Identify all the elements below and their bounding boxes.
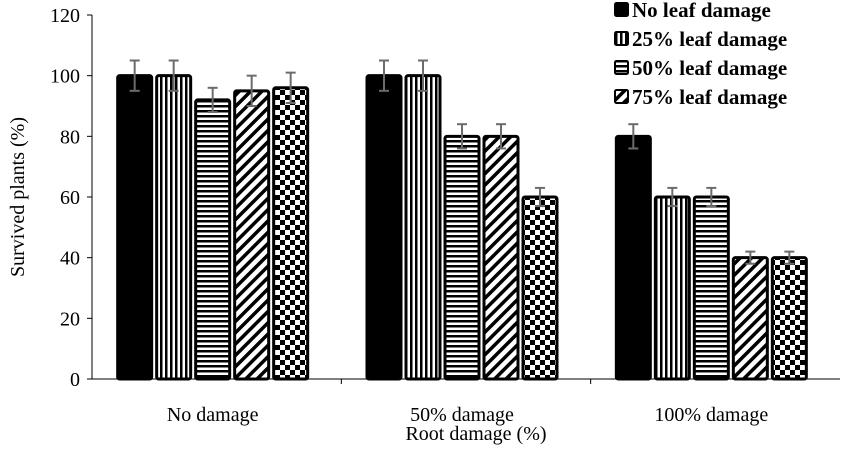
legend-swatch	[614, 89, 629, 104]
x-tick-label: 50% damage	[410, 404, 514, 426]
legend-label: No leaf damage	[632, 0, 771, 22]
x-axis-label: Root damage (%)	[405, 423, 546, 445]
bar	[404, 74, 442, 381]
bar	[731, 256, 769, 381]
bar	[155, 74, 193, 381]
y-tick-label: 100	[50, 66, 80, 88]
bar	[653, 195, 691, 381]
y-tick-label: 80	[60, 126, 80, 148]
bar	[443, 134, 481, 381]
bar	[692, 195, 730, 381]
y-tick-label: 20	[60, 308, 80, 330]
bar	[272, 86, 310, 381]
legend-swatch	[614, 31, 629, 46]
legend-swatch	[614, 60, 629, 75]
bar	[233, 89, 271, 381]
y-tick-label: 40	[60, 248, 80, 270]
x-tick-label: 100% damage	[654, 404, 768, 426]
bar	[521, 195, 559, 381]
legend-label: 75% leaf damage	[632, 85, 787, 109]
y-tick-label: 0	[70, 369, 80, 391]
legend-label: 50% leaf damage	[632, 56, 787, 80]
y-axis-label: Survived plants (%)	[7, 117, 29, 277]
bar	[116, 74, 154, 381]
bar	[194, 98, 232, 381]
bar	[365, 74, 403, 381]
bar	[482, 134, 520, 381]
legend-label: 25% leaf damage	[632, 27, 787, 51]
y-tick-label: 120	[50, 5, 80, 27]
bar	[614, 134, 652, 381]
y-tick-label: 60	[60, 187, 80, 209]
legend-swatch	[614, 2, 629, 17]
x-tick-label: No damage	[167, 404, 259, 426]
bar	[770, 256, 808, 381]
